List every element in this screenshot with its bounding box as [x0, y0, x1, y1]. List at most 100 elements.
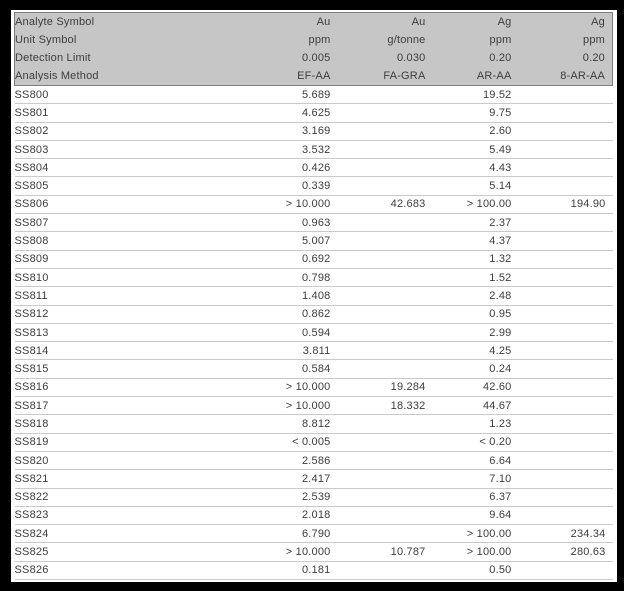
sample-value	[511, 469, 613, 489]
sample-value: 0.862	[234, 305, 331, 324]
meta-value: ppm	[234, 31, 331, 49]
sample-value	[330, 250, 426, 269]
sample-value: 0.95	[425, 305, 512, 324]
sample-value	[330, 122, 426, 141]
sample-id: SS801	[14, 103, 235, 123]
sample-value	[511, 506, 613, 526]
sample-value: > 100.00	[425, 524, 512, 544]
meta-value: Au	[234, 12, 331, 31]
sample-id: SS802	[14, 122, 235, 141]
sample-value: 5.14	[425, 176, 512, 196]
sample-value: 0.692	[234, 250, 331, 269]
meta-value: FA-GRA	[330, 67, 426, 86]
sample-value: 42.683	[330, 195, 426, 215]
sample-value	[511, 451, 613, 471]
sample-value: 5.007	[234, 231, 331, 251]
sample-value	[511, 140, 613, 160]
sample-value	[511, 213, 613, 233]
sample-id: SS824	[14, 524, 235, 544]
sample-row: SS810 0.798 1.52	[14, 268, 613, 288]
sample-row: SS806 > 10.000 42.683 > 100.00 194.90	[14, 195, 613, 215]
sample-value	[511, 341, 613, 361]
sample-row: SS820 2.586 6.64	[14, 451, 613, 471]
sample-value	[511, 323, 613, 343]
sample-value	[330, 561, 426, 581]
assay-table-head: Analyte Symbol Au Au Ag Ag Unit Symbol ppm g/to…	[14, 12, 613, 86]
sample-value	[511, 433, 613, 452]
sample-value: 4.37	[425, 231, 512, 251]
sample-value	[511, 488, 613, 507]
sample-row: SS823 2.018 9.64	[14, 506, 613, 526]
sample-value	[330, 286, 426, 306]
sample-value: 234.34	[511, 524, 613, 544]
sample-value	[330, 140, 426, 160]
sample-value: 2.539	[234, 488, 331, 507]
sample-value: 0.426	[234, 158, 331, 178]
sample-value	[330, 231, 426, 251]
sample-id: SS810	[14, 268, 235, 288]
sample-value: 0.584	[234, 359, 331, 379]
sample-row: SS817 > 10.000 18.332 44.67	[14, 396, 613, 416]
sample-value	[511, 176, 613, 196]
sample-value	[511, 122, 613, 141]
sample-value	[330, 469, 426, 489]
sample-value: 6.37	[425, 488, 512, 507]
sample-value: > 100.00	[425, 195, 512, 215]
meta-row-label: Analysis Method	[14, 67, 235, 86]
sample-value	[330, 433, 426, 452]
sample-row: SS801 4.625 9.75	[14, 103, 613, 123]
sample-value	[330, 359, 426, 379]
sample-value	[511, 305, 613, 324]
meta-row: Analysis Method EF-AA FA-GRA AR-AA 8-AR-AA	[14, 67, 613, 86]
meta-value: g/tonne	[330, 31, 426, 49]
sample-id: SS816	[14, 378, 235, 398]
sample-row: SS809 0.692 1.32	[14, 250, 613, 269]
sample-value: > 10.000	[234, 195, 331, 215]
sample-id: SS809	[14, 250, 235, 269]
sample-value: 0.181	[234, 561, 331, 581]
sample-value: > 10.000	[234, 378, 331, 398]
sample-value: 8.812	[234, 414, 331, 434]
sample-value	[330, 451, 426, 471]
meta-value: 0.20	[425, 49, 512, 67]
sample-value	[330, 488, 426, 507]
sample-value	[330, 213, 426, 233]
sample-value: 2.417	[234, 469, 331, 489]
sample-value	[330, 305, 426, 324]
sample-value: < 0.20	[425, 433, 512, 452]
sample-value	[330, 103, 426, 123]
sample-value	[511, 103, 613, 123]
meta-value: 8-AR-AA	[511, 67, 613, 86]
sample-value: 10.787	[330, 542, 426, 562]
sample-value	[330, 85, 426, 105]
sample-value: < 0.005	[234, 433, 331, 452]
meta-value: ppm	[511, 31, 613, 49]
sample-value: 4.25	[425, 341, 512, 361]
sample-value: 0.798	[234, 268, 331, 288]
sample-value: 42.60	[425, 378, 512, 398]
sample-value	[511, 561, 613, 581]
sample-value	[330, 341, 426, 361]
sample-id: SS803	[14, 140, 235, 160]
meta-value: Ag	[511, 12, 613, 31]
sample-value: 4.43	[425, 158, 512, 178]
sample-row: SS808 5.007 4.37	[14, 231, 613, 251]
sample-value	[511, 158, 613, 178]
sample-value: 9.64	[425, 506, 512, 526]
sample-id: SS815	[14, 359, 235, 379]
sample-id: SS817	[14, 396, 235, 416]
sample-value: 2.99	[425, 323, 512, 343]
sample-value	[511, 359, 613, 379]
sample-value	[511, 268, 613, 288]
sample-value: 5.689	[234, 85, 331, 105]
meta-value: 0.005	[234, 49, 331, 67]
sample-value: 0.24	[425, 359, 512, 379]
sample-value	[330, 176, 426, 196]
meta-value: 0.030	[330, 49, 426, 67]
meta-row: Analyte Symbol Au Au Ag Ag	[14, 12, 613, 31]
sample-value: 19.52	[425, 85, 512, 105]
sample-value	[511, 85, 613, 105]
sample-value: 19.284	[330, 378, 426, 398]
meta-value: 0.20	[511, 49, 613, 67]
sample-value: 0.339	[234, 176, 331, 196]
